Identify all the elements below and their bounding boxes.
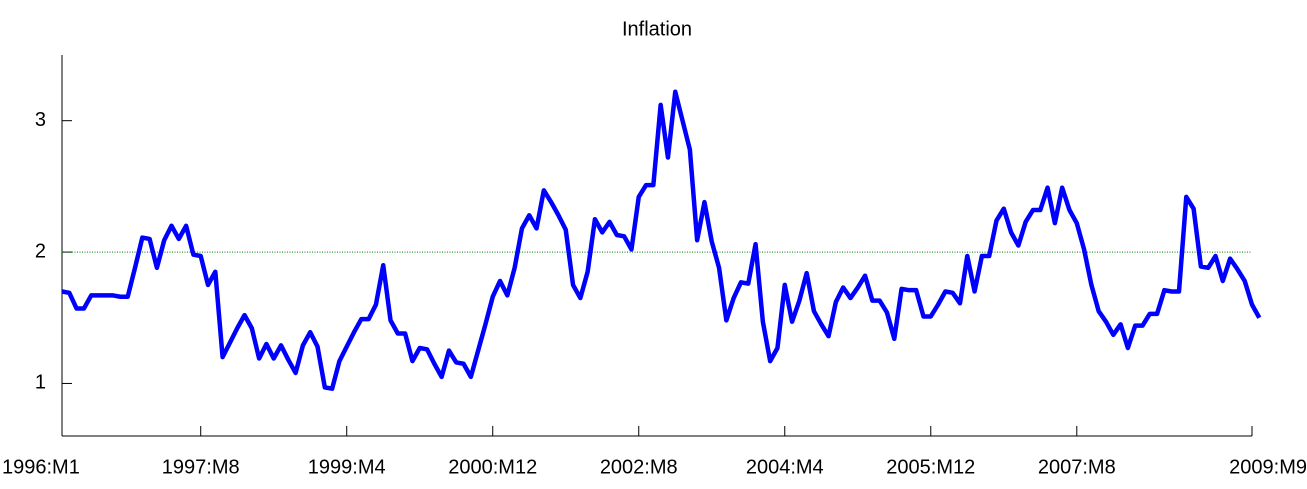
x-tick-label: 1997:M8	[162, 456, 240, 478]
x-tick-label: 2002:M8	[600, 456, 678, 478]
chart-title: Inflation	[622, 18, 692, 40]
x-tick-label: 2007:M8	[1038, 456, 1116, 478]
y-tick-label: 1	[35, 372, 46, 394]
x-tick-label: 2000:M12	[448, 456, 537, 478]
x-tick-label: 1999:M4	[308, 456, 386, 478]
x-tick-label: 2004:M4	[746, 456, 824, 478]
data-line	[61, 89, 1262, 391]
x-tick-label: 2009:M9	[1229, 456, 1307, 478]
y-tick-label: 3	[35, 109, 46, 131]
x-tick-label: 2005:M12	[886, 456, 975, 478]
y-tick-label: 2	[35, 240, 46, 262]
x-tick-label: 1996:M1	[2, 456, 80, 478]
